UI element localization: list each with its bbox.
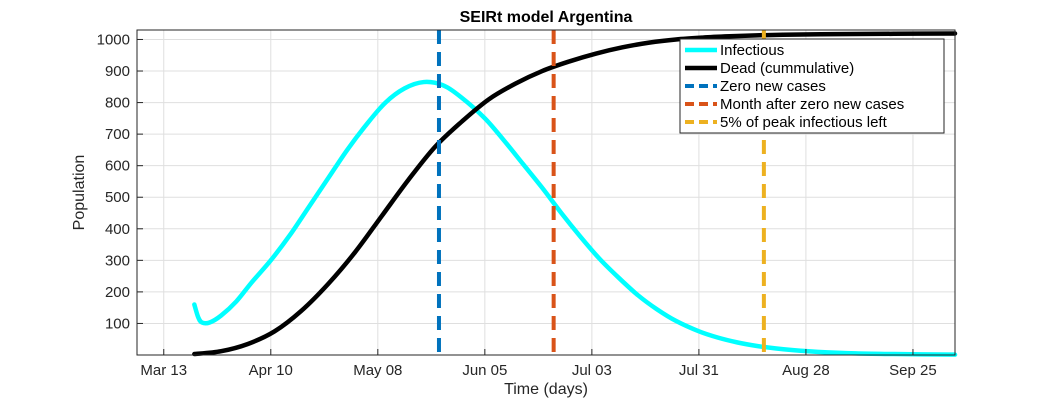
legend-label: Zero new cases xyxy=(720,78,826,95)
x-tick-label: Sep 25 xyxy=(889,362,937,379)
x-tick-label: Jul 31 xyxy=(679,362,719,379)
x-tick-label: Apr 10 xyxy=(249,362,293,379)
legend-entry: Dead (cummulative) xyxy=(685,60,854,77)
legend-entry: Month after zero new cases xyxy=(685,96,904,113)
x-tick-label: Jul 03 xyxy=(572,362,612,379)
y-tick-label: 700 xyxy=(105,126,130,143)
legend-entry: 5% of peak infectious left xyxy=(685,114,888,131)
x-axis-label: Time (days) xyxy=(504,381,588,398)
y-tick-label: 900 xyxy=(105,63,130,80)
x-tick-label: May 08 xyxy=(353,362,402,379)
legend-label: Month after zero new cases xyxy=(720,96,904,113)
x-tick-label: Aug 28 xyxy=(782,362,830,379)
chart-title: SEIRt model Argentina xyxy=(460,9,633,26)
ticks-layer: Mar 13 Apr 10 May 08 Jun 05 Jul 03 Jul 31 Aug … xyxy=(97,31,937,379)
legend-label: Dead (cummulative) xyxy=(720,60,854,77)
legend-entry: Infectious xyxy=(685,42,784,59)
y-tick-label: 1000 xyxy=(97,31,130,48)
plot-frame xyxy=(136,29,956,356)
y-tick-label: 100 xyxy=(105,315,130,332)
legend-entry: Zero new cases xyxy=(685,78,826,95)
y-tick-label: 400 xyxy=(105,221,130,238)
legend-label: Infectious xyxy=(720,42,784,59)
y-tick-label: 800 xyxy=(105,95,130,112)
infectious-line xyxy=(192,79,958,357)
x-tick-label: Jun 05 xyxy=(462,362,507,379)
legend-label: 5% of peak infectious left xyxy=(720,114,888,131)
y-tick-label: 500 xyxy=(105,189,130,206)
y-tick-label: 300 xyxy=(105,252,130,269)
y-axis-label: Population xyxy=(71,155,88,231)
legend-box xyxy=(679,38,945,134)
x-tick-label: Mar 13 xyxy=(140,362,187,379)
y-tick-label: 200 xyxy=(105,284,130,301)
series-layer xyxy=(192,30,958,357)
dead-cummulative-line xyxy=(192,31,958,357)
y-tick-label: 600 xyxy=(105,158,130,175)
